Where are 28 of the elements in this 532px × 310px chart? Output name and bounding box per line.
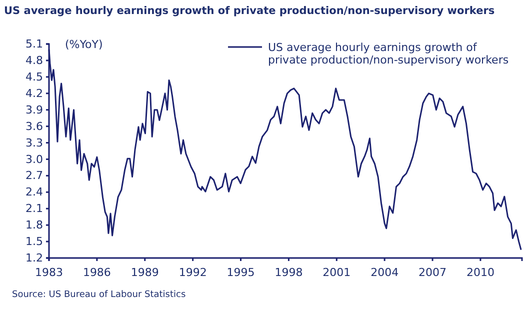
y-tick-label: 3.9 [26,103,43,116]
x-tick-label: 2010 [466,266,494,280]
y-tick-label: 2.1 [26,202,43,216]
y-tick-label: 4.8 [26,54,43,67]
y-tick-label: 1.8 [26,218,43,232]
y-tick-label: 4.2 [26,86,43,100]
x-tick-label: 1995 [226,266,255,280]
y-tick-label: 3.3 [26,136,43,150]
y-axis-title: (%YoY) [65,38,103,51]
source-note: Source: US Bureau of Labour Statistics [12,290,186,300]
y-tick-label: 2.4 [26,186,43,199]
y-tick-label: 3.6 [26,120,43,133]
x-tick-label: 1992 [178,266,207,280]
y-tick-label: 2.7 [26,169,43,182]
x-tick-label: 1989 [130,266,159,280]
y-tick-label: 3.0 [26,152,43,166]
x-tick-label: 1986 [82,266,111,280]
y-tick-label: 1.2 [26,252,43,265]
x-tick-label: 2007 [418,266,447,280]
x-tick-label: 1983 [35,266,63,280]
y-tick-label: 5.1 [26,38,43,51]
y-tick-label: 4.5 [26,70,43,84]
y-tick-label: 1.5 [26,235,43,248]
x-tick-label: 2001 [322,266,351,280]
x-tick-label: 2004 [370,266,399,280]
chart-title: US average hourly earnings growth of private production/non-supervisory workers [4,5,495,17]
x-tick-label: 1998 [274,266,303,280]
legend-label: US average hourly earnings growth of private production/non-supervisory workers [268,41,509,67]
